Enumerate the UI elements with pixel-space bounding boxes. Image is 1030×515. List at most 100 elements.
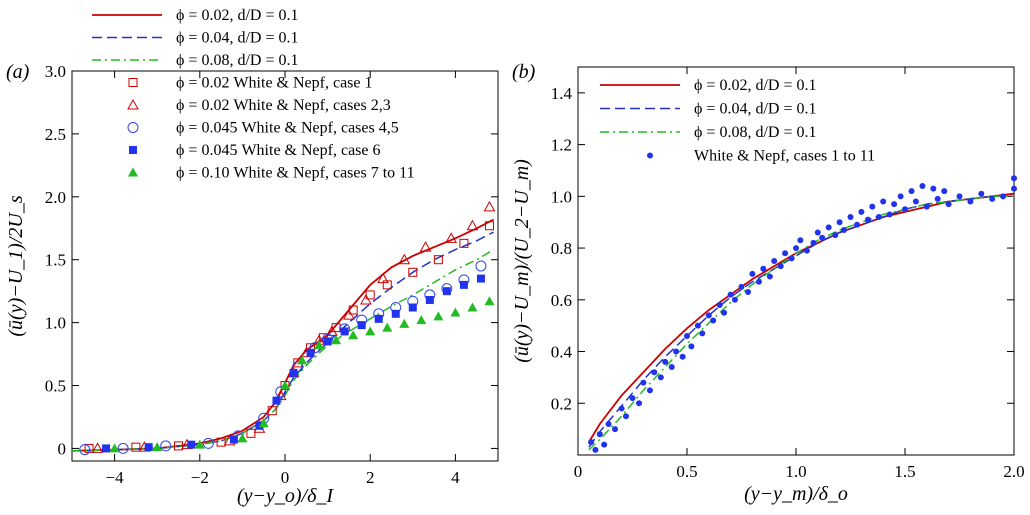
data-point (382, 322, 393, 332)
data-point (357, 321, 366, 330)
data-point (941, 188, 948, 195)
data-point (880, 198, 887, 205)
data-point (930, 185, 937, 192)
data-point (825, 224, 832, 231)
y-tick-label: 0.4 (551, 343, 573, 362)
data-point (832, 232, 839, 239)
series-markers-3 (588, 175, 1017, 453)
data-point (1011, 175, 1017, 182)
data-point (131, 442, 141, 452)
data-point (721, 309, 728, 316)
data-point (484, 296, 495, 306)
series-line-2 (588, 195, 1014, 451)
y-tick-label: 0 (58, 439, 67, 458)
data-point (246, 428, 256, 438)
data-point (408, 303, 417, 312)
data-point (445, 232, 457, 243)
data-point (360, 293, 372, 305)
series-markers-6 (102, 274, 485, 453)
data-point (601, 441, 608, 448)
data-point (202, 437, 214, 449)
data-point (612, 426, 619, 433)
data-point (306, 348, 315, 357)
legend-entry: ϕ = 0.02, d/D = 0.1 (176, 7, 298, 24)
data-point (592, 446, 599, 453)
legend-swatch (128, 78, 138, 87)
legend-swatch (127, 122, 139, 133)
data-point (326, 325, 338, 336)
data-point (433, 255, 443, 265)
legend-entry: ϕ = 0.04, d/D = 0.1 (176, 30, 298, 47)
data-point (840, 226, 847, 233)
panel-a-ylabel: (ū(y)−U_1)/2U_s (5, 195, 27, 336)
data-point (174, 441, 183, 451)
legend-swatch (127, 98, 139, 110)
data-point (459, 238, 469, 248)
panel-a-legend: ϕ = 0.02, d/D = 0.1 ϕ = 0.04, d/D = 0.1 ϕ … (92, 7, 415, 182)
x-tick-label: −4 (106, 468, 125, 487)
data-point (684, 333, 690, 340)
data-point (419, 241, 432, 252)
data-point (727, 291, 734, 298)
data-point (766, 273, 773, 280)
data-point (668, 364, 675, 371)
data-point (646, 387, 653, 394)
data-point (777, 263, 784, 270)
data-point (836, 219, 843, 226)
legend-swatch (647, 152, 653, 159)
panel-b-xlabel: (y−y_m)/δ_o (744, 483, 848, 505)
panel-a-label: (a) (6, 61, 30, 83)
legend-entry: ϕ = 0.02 White & Nepf, cases 2,3 (176, 97, 391, 114)
data-point (688, 343, 695, 350)
panel-b-label: (b) (512, 61, 536, 83)
data-point (297, 355, 308, 365)
data-point (258, 418, 269, 428)
data-point (331, 335, 342, 345)
series-line-0 (588, 192, 1015, 443)
legend-entry: ϕ = 0.045 White & Nepf, case 6 (176, 142, 381, 159)
series-line-1 (71, 231, 495, 452)
data-point (694, 322, 701, 329)
legend-entry: ϕ = 0.02 White & Nepf, case 1 (176, 75, 373, 92)
y-tick-label: 1.4 (551, 84, 573, 103)
y-tick-label: 1.0 (45, 314, 66, 333)
data-point (267, 406, 277, 416)
data-point (483, 200, 496, 212)
data-point (891, 201, 898, 208)
data-point (673, 348, 680, 355)
data-point (803, 247, 810, 254)
data-point (596, 431, 603, 438)
data-point (314, 340, 325, 350)
data-point (152, 442, 163, 452)
x-tick-label: 2 (366, 468, 375, 487)
data-point (978, 190, 985, 197)
panel-b: (b) 0 0.5 1.0 1.5 2.0 0.2 0.4 0.6 0.8 1.0 1.2 1.4 ϕ… (511, 61, 1025, 505)
data-point (187, 440, 196, 449)
data-point (408, 267, 418, 277)
data-point (391, 309, 400, 318)
x-tick-label: 1.0 (785, 462, 806, 481)
y-tick-label: 1.2 (551, 136, 572, 155)
data-point (229, 435, 238, 444)
data-point (323, 337, 332, 346)
data-point (854, 221, 861, 228)
data-point (416, 315, 427, 325)
data-point (398, 253, 411, 265)
data-point (433, 311, 444, 321)
data-point (902, 206, 908, 213)
data-point (289, 368, 298, 377)
data-point (710, 317, 717, 324)
legend-entry: ϕ = 0.04, d/D = 0.1 (694, 101, 816, 118)
data-point (793, 245, 799, 252)
data-point (755, 278, 762, 285)
series-line-1 (588, 195, 1014, 448)
panel-b-legend: ϕ = 0.02, d/D = 0.1 ϕ = 0.04, d/D = 0.1 ϕ … (600, 77, 875, 165)
data-point (810, 239, 817, 246)
legend-swatch (129, 146, 137, 154)
y-tick-label: 2.0 (45, 188, 66, 207)
legend-entry: ϕ = 0.10 White & Nepf, cases 7 to 11 (176, 165, 415, 182)
data-point (738, 283, 745, 290)
x-tick-label: 4 (451, 468, 460, 487)
data-point (79, 444, 91, 456)
data-point (864, 216, 871, 223)
